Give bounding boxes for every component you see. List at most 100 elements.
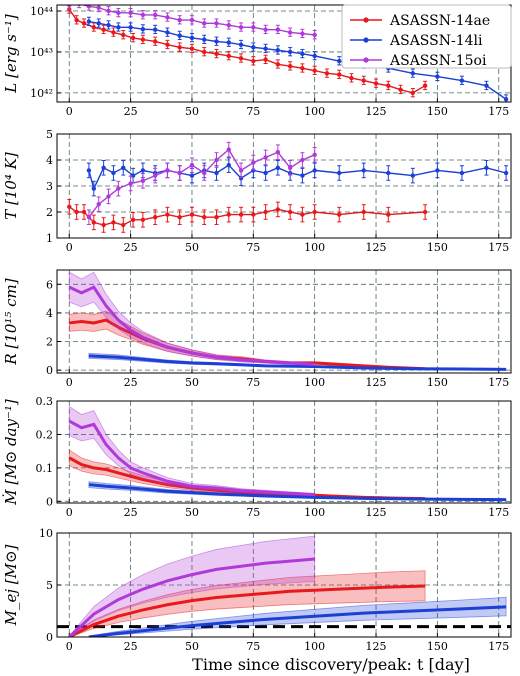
x-tick-label: 150 — [427, 640, 448, 653]
x-tick-label: 0 — [66, 506, 73, 519]
data-point-asassn-14ae — [177, 215, 182, 220]
data-point-asassn-14ae — [386, 83, 391, 88]
data-point-asassn-14li — [251, 168, 256, 173]
plot-area — [67, 141, 509, 233]
data-point-asassn-14li — [116, 25, 121, 30]
data-point-asassn-14ae — [121, 222, 126, 228]
data-point-asassn-14li — [263, 46, 268, 51]
data-point-asassn-15oi — [202, 21, 207, 26]
data-point-asassn-15oi — [96, 202, 101, 207]
data-point-asassn-14ae — [337, 72, 342, 77]
axes-frame — [56, 133, 512, 239]
data-point-asassn-14li — [312, 53, 317, 59]
data-point-asassn-14ae — [373, 81, 379, 86]
data-point-asassn-15oi — [116, 186, 121, 191]
x-tick-label: 125 — [366, 241, 387, 254]
data-point-asassn-14ae — [130, 35, 136, 41]
data-point-asassn-14ae — [312, 68, 317, 73]
data-point-asassn-15oi — [128, 181, 133, 186]
y-axis-label: T [10⁴ K] — [2, 152, 20, 220]
data-point-asassn-14ae — [287, 209, 293, 215]
data-point-asassn-14ae — [361, 209, 366, 215]
x-tick-label: 75 — [246, 506, 260, 519]
legend-label-asassn-14ae: ASASSN-14ae — [389, 13, 490, 29]
x-tick-label: 100 — [304, 376, 325, 389]
y-tick-label: 2 — [46, 206, 53, 219]
data-point-asassn-14ae — [238, 212, 244, 217]
data-point-asassn-15oi — [202, 170, 207, 176]
data-point-asassn-15oi — [251, 160, 256, 165]
data-point-asassn-14li — [214, 39, 219, 44]
y-tick-label: 0 — [46, 495, 53, 508]
legend: ASASSN-14ae ASASSN-14li ASASSN-15oi — [341, 4, 512, 69]
x-tick-label: 25 — [124, 506, 138, 519]
data-point-asassn-14ae — [74, 17, 79, 23]
x-tick-label: 50 — [185, 376, 199, 389]
data-point-asassn-14ae — [226, 212, 231, 217]
y-axis-label: L [erg s⁻¹] — [2, 14, 20, 94]
series-line-asassn-14li — [88, 20, 507, 100]
data-point-asassn-14li — [152, 27, 158, 32]
x-tick-label: 75 — [246, 376, 260, 389]
data-point-asassn-14li — [130, 173, 136, 178]
data-point-asassn-14li — [128, 25, 133, 30]
y-tick-label: 10 — [39, 527, 53, 540]
data-point-asassn-14ae — [300, 212, 305, 217]
data-point-asassn-14li — [251, 45, 256, 50]
data-point-asassn-15oi — [275, 150, 281, 155]
x-tick-label: 25 — [124, 376, 138, 389]
y-tick-label: 6 — [46, 278, 53, 291]
data-point-asassn-15oi — [152, 12, 158, 18]
data-point-asassn-14ae — [81, 21, 87, 26]
data-point-asassn-14ae — [287, 63, 293, 69]
data-point-asassn-14ae — [337, 212, 342, 217]
band-asassn-14ae — [68, 570, 426, 637]
legend-marker-asassn-14li — [363, 37, 369, 43]
data-point-asassn-15oi — [96, 5, 101, 10]
data-point-asassn-14li — [226, 163, 231, 168]
plot-area — [57, 535, 511, 637]
data-point-asassn-15oi — [67, 5, 72, 8]
x-tick-label: 50 — [185, 105, 199, 118]
x-tick-label: 0 — [66, 640, 73, 653]
y-axis-label: Ṁ [M⊙ day⁻¹] — [2, 399, 20, 506]
y-tick-label: 0.1 — [36, 462, 54, 475]
x-tick-label: 100 — [304, 506, 325, 519]
data-point-asassn-14li — [410, 173, 416, 178]
data-point-asassn-14ae — [300, 66, 305, 71]
x-tick-label: 150 — [427, 105, 448, 118]
x-tick-label: 125 — [366, 640, 387, 653]
panel-t: 0 25 50 75 100 125 150 175 1 2 3 4 5 T [10⁴ K] — [2, 128, 512, 254]
y-tick-label: 10⁴³ — [30, 46, 53, 59]
data-point-asassn-14li — [337, 170, 342, 176]
legend-label-asassn-14li: ASASSN-14li — [389, 33, 483, 49]
y-tick-label: 0.2 — [36, 428, 54, 441]
axes-frame — [56, 400, 512, 504]
x-tick-label: 25 — [124, 241, 138, 254]
x-tick-label: 175 — [488, 506, 509, 519]
y-axis-label: R [10¹⁵ cm] — [2, 278, 20, 365]
data-point-asassn-15oi — [214, 21, 219, 26]
data-point-asassn-15oi — [287, 165, 293, 170]
x-tick-label: 150 — [427, 506, 448, 519]
x-tick-label: 25 — [124, 640, 138, 653]
data-point-asassn-14li — [111, 170, 116, 176]
data-point-asassn-15oi — [177, 170, 182, 176]
data-point-asassn-14ae — [81, 209, 87, 215]
data-point-asassn-14ae — [189, 46, 195, 51]
x-tick-label: 0 — [66, 376, 73, 389]
x-tick-label: 0 — [66, 105, 73, 118]
axes-frame — [56, 269, 512, 374]
data-point-asassn-15oi — [177, 17, 182, 23]
data-point-asassn-15oi — [106, 194, 111, 199]
data-point-asassn-14ae — [202, 215, 207, 220]
data-point-asassn-14ae — [111, 30, 116, 35]
data-point-asassn-14ae — [140, 217, 146, 222]
data-point-asassn-14ae — [140, 37, 146, 42]
data-point-asassn-14ae — [275, 62, 281, 67]
data-point-asassn-14li — [459, 170, 465, 176]
data-point-asassn-14ae — [67, 204, 72, 209]
data-point-asassn-15oi — [140, 12, 146, 18]
data-point-asassn-14li — [435, 74, 440, 79]
data-point-asassn-14li — [177, 33, 182, 38]
